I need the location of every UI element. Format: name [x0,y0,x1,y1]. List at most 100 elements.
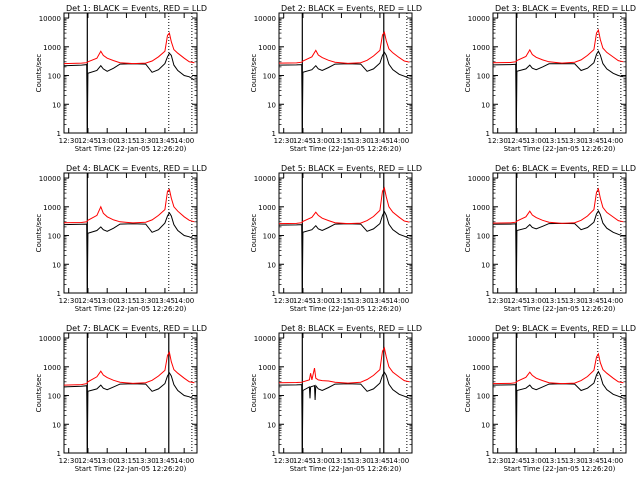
x-tick-label: 12:30 [274,297,294,305]
x-tick-label: 14:00 [174,457,194,465]
x-tick-label: 13:00 [97,457,117,465]
x-tick-label: 13:45 [370,457,390,465]
y-tick-label: 10 [52,101,61,109]
x-tick-label: 13:15 [116,457,136,465]
chart-title: Det 8: BLACK = Events, RED = LLD [281,324,422,333]
x-tick-label: 14:00 [603,457,623,465]
x-axis-label: Start Time (22-Jan-05 12:26:20) [75,145,187,153]
y-tick-label: 10000 [468,175,490,183]
x-tick-label: 12:45 [293,137,313,145]
y-tick-label: 1 [272,290,276,298]
y-tick-label: 1 [486,290,490,298]
x-tick-label: 13:15 [545,457,565,465]
plot-frame [63,172,198,294]
x-tick-label: 13:15 [331,297,351,305]
y-tick-label: 100 [48,233,61,241]
x-tick-label: 13:30 [136,137,156,145]
chart-title: Det 1: BLACK = Events, RED = LLD [66,4,207,13]
x-tick-label: 13:15 [331,137,351,145]
y-tick-label: 10000 [39,335,61,343]
plot-frame [492,332,627,454]
chart-title: Det 3: BLACK = Events, RED = LLD [495,4,636,13]
x-axis-label: Start Time (22-Jan-05 12:26:20) [290,465,402,473]
y-tick-label: 10 [267,101,276,109]
y-tick-label: 10000 [468,335,490,343]
chart-panel-6: Det 6: BLACK = Events, RED = LLD 1 10 100 10… [464,164,636,313]
x-axis-label: Start Time (22-Jan-05 12:26:20) [290,305,402,313]
y-tick-label: 10 [52,421,61,429]
x-tick-label: 12:30 [59,137,79,145]
y-tick-label: 1000 [472,204,490,212]
y-tick-label: 1000 [472,44,490,52]
y-tick-label: 10000 [39,175,61,183]
chart-title: Det 6: BLACK = Events, RED = LLD [495,164,636,173]
y-axis-label: Counts/sec [35,54,43,93]
x-tick-label: 13:45 [155,297,175,305]
series-lld-line [63,350,195,386]
series-lld-line [492,352,624,385]
x-tick-label: 12:45 [78,137,98,145]
x-tick-label: 13:30 [565,457,585,465]
y-tick-label: 100 [48,73,61,81]
x-tick-label: 13:00 [312,137,332,145]
x-tick-label: 13:00 [97,297,117,305]
y-tick-label: 10 [267,421,276,429]
x-tick-label: 13:00 [312,297,332,305]
x-tick-label: 13:00 [526,137,546,145]
x-tick-label: 13:00 [312,457,332,465]
x-tick-label: 12:30 [488,457,508,465]
y-tick-label: 100 [477,393,490,401]
chart-title: Det 5: BLACK = Events, RED = LLD [281,164,422,173]
series-events-line [63,371,195,454]
chart-title: Det 7: BLACK = Events, RED = LLD [66,324,207,333]
y-tick-label: 10000 [254,15,276,23]
y-axis-label: Counts/sec [250,214,258,253]
y-tick-label: 10 [52,261,61,269]
y-tick-label: 10 [481,101,490,109]
series-events-line [278,51,410,134]
series-lld-line [492,28,624,64]
x-tick-label: 12:30 [59,297,79,305]
x-tick-label: 12:30 [488,137,508,145]
chart-panel-9: Det 9: BLACK = Events, RED = LLD 1 10 100 10… [464,324,636,473]
x-tick-label: 14:00 [389,457,409,465]
y-tick-label: 10 [481,421,490,429]
x-tick-label: 13:45 [584,297,604,305]
y-tick-label: 1 [272,130,276,138]
y-tick-label: 10000 [254,335,276,343]
chart-panel-5: Det 5: BLACK = Events, RED = LLD 1 10 100 10… [250,164,422,313]
plot-frame [492,12,627,134]
x-tick-label: 12:30 [274,137,294,145]
x-axis-label: Start Time (22-Jan-05 12:26:20) [75,465,187,473]
y-tick-label: 10 [481,261,490,269]
y-axis-label: Counts/sec [35,214,43,253]
y-tick-label: 10000 [468,15,490,23]
x-tick-label: 14:00 [389,297,409,305]
series-lld-line [63,31,195,65]
y-tick-label: 1 [57,450,61,458]
y-tick-label: 1000 [43,44,61,52]
y-axis-label: Counts/sec [35,374,43,413]
y-axis-label: Counts/sec [250,374,258,413]
x-tick-label: 12:45 [78,457,98,465]
x-tick-label: 12:45 [507,297,527,305]
y-tick-label: 100 [477,73,490,81]
y-tick-label: 100 [263,73,276,81]
y-tick-label: 1000 [258,364,276,372]
x-tick-label: 13:45 [155,457,175,465]
x-tick-label: 14:00 [603,297,623,305]
y-tick-label: 1 [486,130,490,138]
y-tick-label: 10000 [39,15,61,23]
x-tick-label: 13:45 [584,457,604,465]
x-tick-label: 12:45 [293,457,313,465]
y-tick-label: 10000 [254,175,276,183]
series-events-line [492,370,624,454]
y-tick-label: 1 [272,450,276,458]
series-lld-line [63,188,195,224]
plot-frame [492,172,627,294]
plot-frame [278,172,413,294]
series-lld-line [492,187,624,224]
x-tick-label: 14:00 [603,137,623,145]
chart-title: Det 2: BLACK = Events, RED = LLD [281,4,422,13]
